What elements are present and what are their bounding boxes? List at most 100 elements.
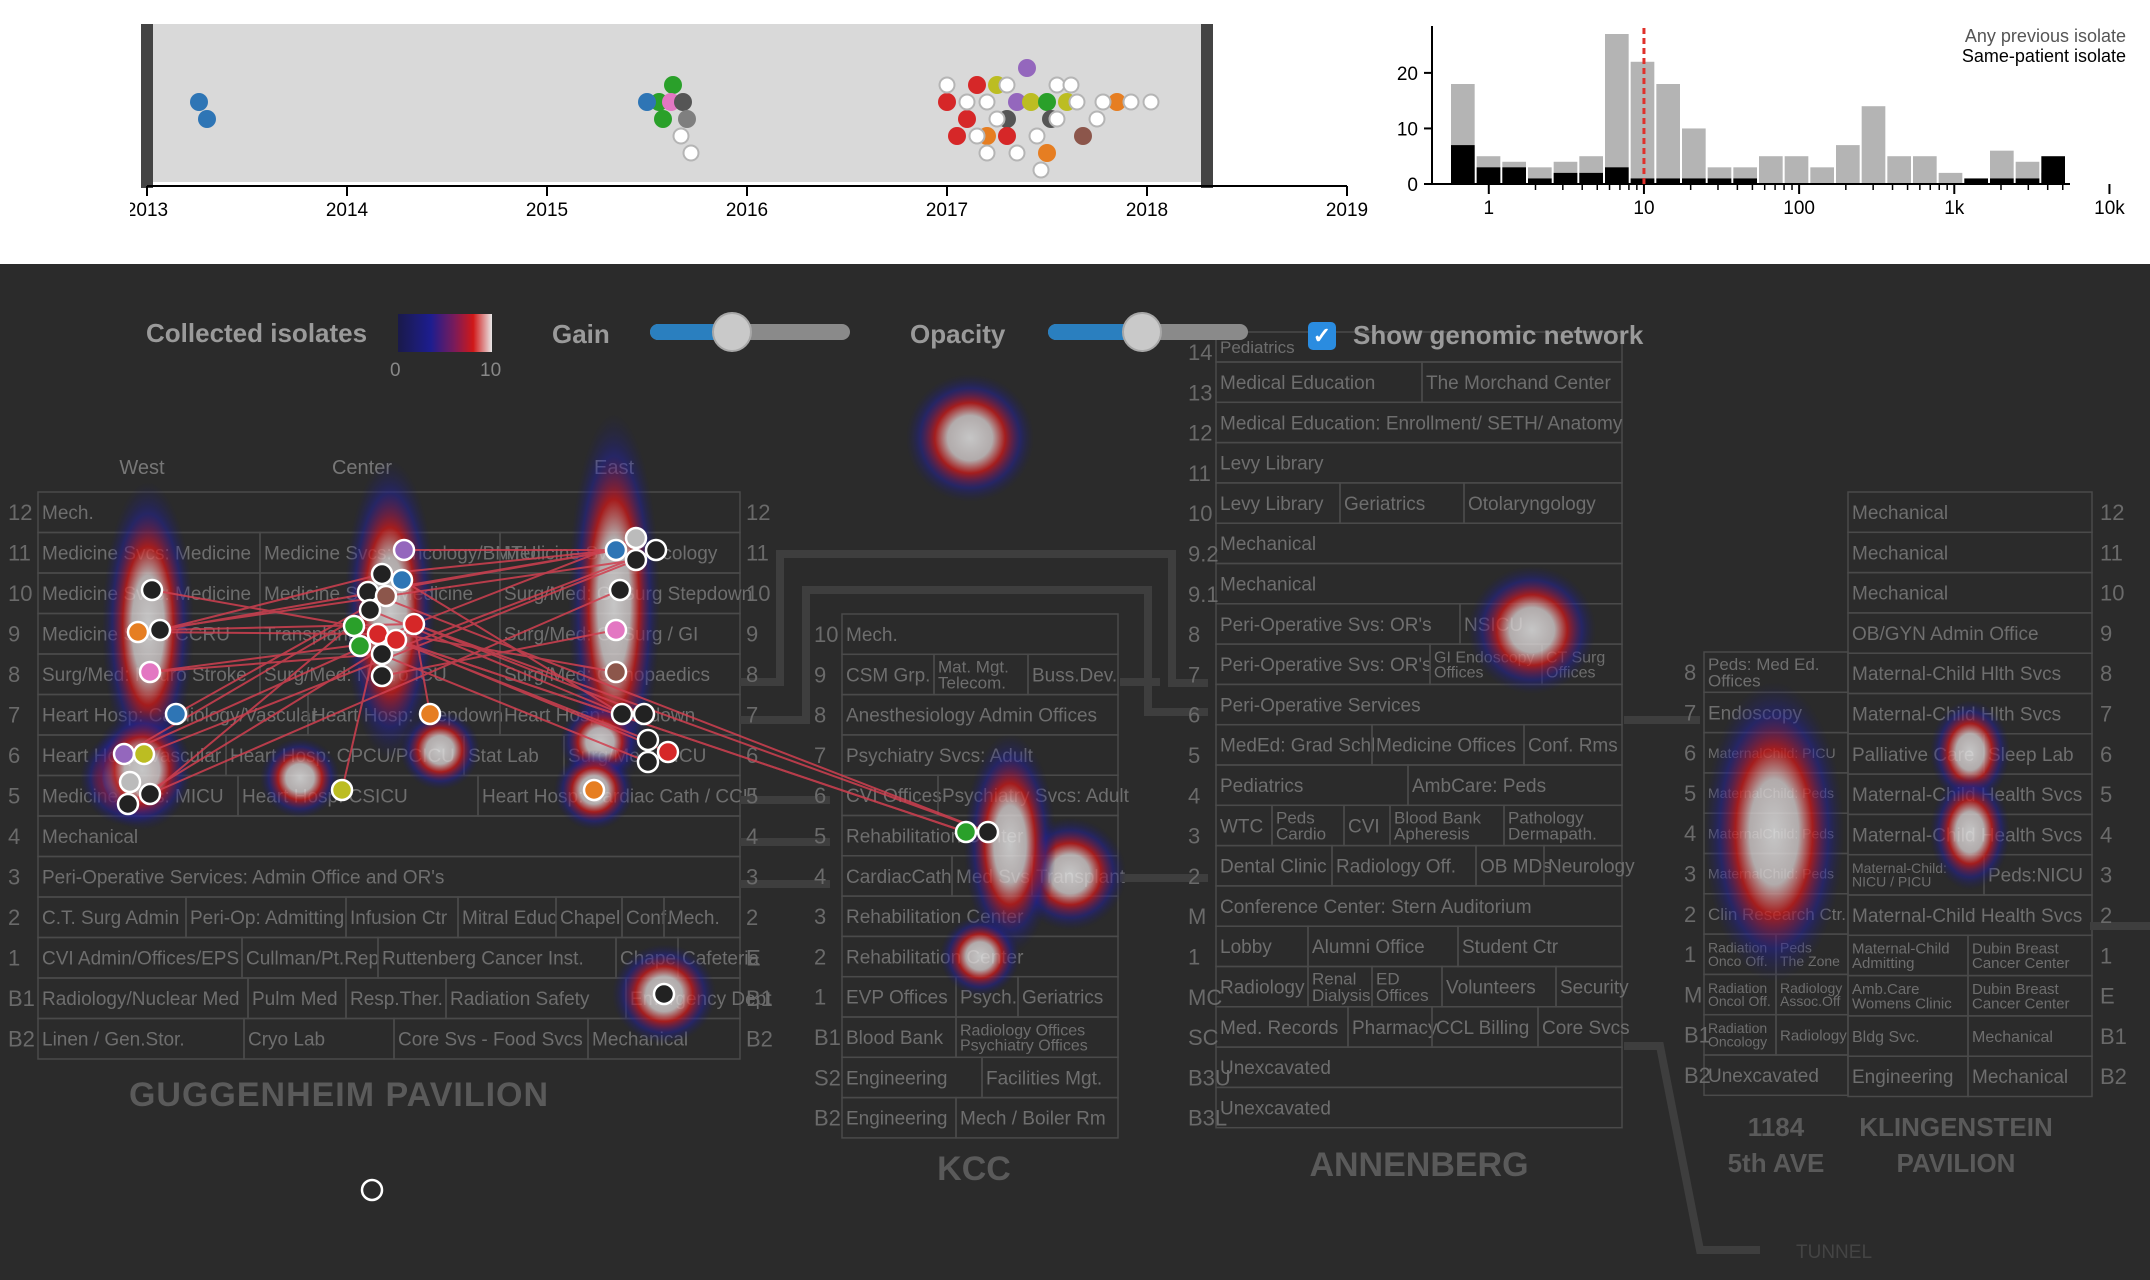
isolate-dot[interactable] xyxy=(358,598,382,622)
isolate-dot[interactable] xyxy=(138,660,162,684)
isolate-dot[interactable] xyxy=(348,634,372,658)
isolate-dot[interactable] xyxy=(636,750,660,774)
room-label: Dubin Breast xyxy=(1972,941,2060,958)
genomic-network-edge xyxy=(413,623,989,833)
isolate-dot[interactable] xyxy=(976,820,1000,844)
isolate-dot[interactable] xyxy=(374,584,398,608)
timeline-isolate-dot[interactable] xyxy=(938,93,956,111)
isolate-dot[interactable] xyxy=(624,548,648,572)
isolate-dot[interactable] xyxy=(636,728,660,752)
genomic-network-checkbox[interactable]: ✓ xyxy=(1308,322,1336,350)
genomic-network-edge xyxy=(149,609,371,795)
room-label: Med. Records xyxy=(1220,1018,1338,1039)
timeline-isolate-dot[interactable] xyxy=(198,110,216,128)
isolate-dot[interactable] xyxy=(418,702,442,726)
isolate-dot[interactable] xyxy=(148,618,172,642)
timeline-isolate-dot[interactable] xyxy=(1038,144,1056,162)
timeline-isolate-dot[interactable] xyxy=(190,93,208,111)
isolate-dot[interactable] xyxy=(624,526,648,550)
timeline-isolate-dot[interactable] xyxy=(938,76,956,94)
isolate-dot[interactable] xyxy=(604,618,628,642)
timeline-isolate-dot[interactable] xyxy=(988,110,1006,128)
isolate-dot[interactable] xyxy=(392,538,416,562)
isolate-dot[interactable] xyxy=(112,742,136,766)
timeline-isolate-dot[interactable] xyxy=(948,127,966,145)
isolate-dot[interactable] xyxy=(582,778,606,802)
timeline-isolate-dot[interactable] xyxy=(678,110,696,128)
timeline-isolate-dot[interactable] xyxy=(1108,93,1126,111)
timeline-isolate-dot[interactable] xyxy=(1094,93,1112,111)
timeline-isolate-dot[interactable] xyxy=(1074,127,1092,145)
isolate-dot[interactable] xyxy=(118,770,142,794)
timeline-isolate-dot[interactable] xyxy=(958,110,976,128)
isolate-dot[interactable] xyxy=(126,620,150,644)
timeline-isolate-dot[interactable] xyxy=(1032,161,1050,179)
timeline-isolate-dot[interactable] xyxy=(998,127,1016,145)
opacity-slider[interactable] xyxy=(1048,312,1248,352)
timeline-isolate-dot[interactable] xyxy=(978,93,996,111)
timeline-isolate-dot[interactable] xyxy=(1088,110,1106,128)
opacity-slider-handle[interactable] xyxy=(1122,312,1162,352)
isolate-dot[interactable] xyxy=(954,820,978,844)
timeline-isolate-dot[interactable] xyxy=(682,144,700,162)
isolate-dot[interactable] xyxy=(140,578,164,602)
timeline-isolate-dot[interactable] xyxy=(958,93,976,111)
timeline-isolate-dot[interactable] xyxy=(1122,93,1140,111)
room-label: Mechanical xyxy=(1220,534,1316,555)
timeline-brush-left-handle[interactable] xyxy=(141,24,153,188)
isolate-dot[interactable] xyxy=(138,782,162,806)
timeline-isolate-dot[interactable] xyxy=(968,76,986,94)
timeline-isolate-dot[interactable] xyxy=(1022,93,1040,111)
room-label: Radiology/Nuclear Med xyxy=(42,989,240,1010)
floor-number: 4 xyxy=(814,864,826,889)
isolate-dot[interactable] xyxy=(164,702,188,726)
isolate-dot[interactable] xyxy=(330,778,354,802)
floor-number-left: 10 xyxy=(8,581,32,606)
timeline-isolate-dot[interactable] xyxy=(1028,127,1046,145)
timeline-isolate-dot[interactable] xyxy=(968,127,986,145)
isolate-dot[interactable] xyxy=(384,628,408,652)
isolate-dot[interactable] xyxy=(632,702,656,726)
timeline-isolate-dot[interactable] xyxy=(1048,110,1066,128)
timeline-isolate-dot[interactable] xyxy=(998,76,1016,94)
timeline-isolate-dot[interactable] xyxy=(1008,93,1026,111)
isolate-dot[interactable] xyxy=(656,740,680,764)
timeline-isolate-dot[interactable] xyxy=(672,127,690,145)
isolate-dot[interactable] xyxy=(370,562,394,586)
isolate-dot[interactable] xyxy=(644,538,668,562)
isolate-dot[interactable] xyxy=(342,614,366,638)
isolate-dot[interactable] xyxy=(370,642,394,666)
isolate-dot[interactable] xyxy=(132,742,156,766)
isolate-dot[interactable] xyxy=(402,612,426,636)
isolate-dot[interactable] xyxy=(370,664,394,688)
timeline-isolate-dot[interactable] xyxy=(1142,93,1160,111)
timeline-isolate-dot[interactable] xyxy=(664,76,682,94)
room-label: Peri-Operative Services xyxy=(1220,695,1421,716)
room-label: EVP Offices xyxy=(846,988,948,1009)
timeline-isolate-dot[interactable] xyxy=(978,144,996,162)
isolate-dot[interactable] xyxy=(604,660,628,684)
isolate-dot[interactable] xyxy=(116,792,140,816)
timeline-isolate-dot[interactable] xyxy=(1038,93,1056,111)
timeline-isolate-dot[interactable] xyxy=(1068,93,1086,111)
timeline-isolate-dot[interactable] xyxy=(1062,76,1080,94)
isolate-dot[interactable] xyxy=(610,702,634,726)
timeline-isolate-dot[interactable] xyxy=(674,93,692,111)
timeline-isolate-dot[interactable] xyxy=(638,93,656,111)
timeline-chart[interactable]: 2013 2014 2015 2016 2017 2018 2019 xyxy=(130,18,1380,248)
timeline-isolate-dot[interactable] xyxy=(1048,76,1066,94)
isolate-dot[interactable] xyxy=(652,982,676,1006)
timeline-isolate-dot[interactable] xyxy=(1018,59,1036,77)
timeline-isolate-dot[interactable] xyxy=(654,110,672,128)
floor-number: 6 xyxy=(1188,703,1200,728)
timeline-brush-right-handle[interactable] xyxy=(1201,24,1213,188)
floor-number-right: 7 xyxy=(746,703,758,728)
isolate-dot[interactable] xyxy=(604,538,628,562)
timeline-isolate-dot[interactable] xyxy=(1008,144,1026,162)
isolate-dot[interactable] xyxy=(608,578,632,602)
gain-slider[interactable] xyxy=(650,312,850,352)
isolate-dot[interactable] xyxy=(360,1178,384,1202)
gain-slider-handle[interactable] xyxy=(712,312,752,352)
room-label: Telecom. xyxy=(938,674,1006,693)
isolate-dot[interactable] xyxy=(390,568,414,592)
